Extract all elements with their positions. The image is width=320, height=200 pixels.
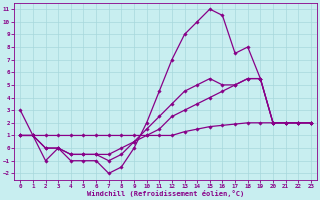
X-axis label: Windchill (Refroidissement éolien,°C): Windchill (Refroidissement éolien,°C) bbox=[87, 190, 244, 197]
